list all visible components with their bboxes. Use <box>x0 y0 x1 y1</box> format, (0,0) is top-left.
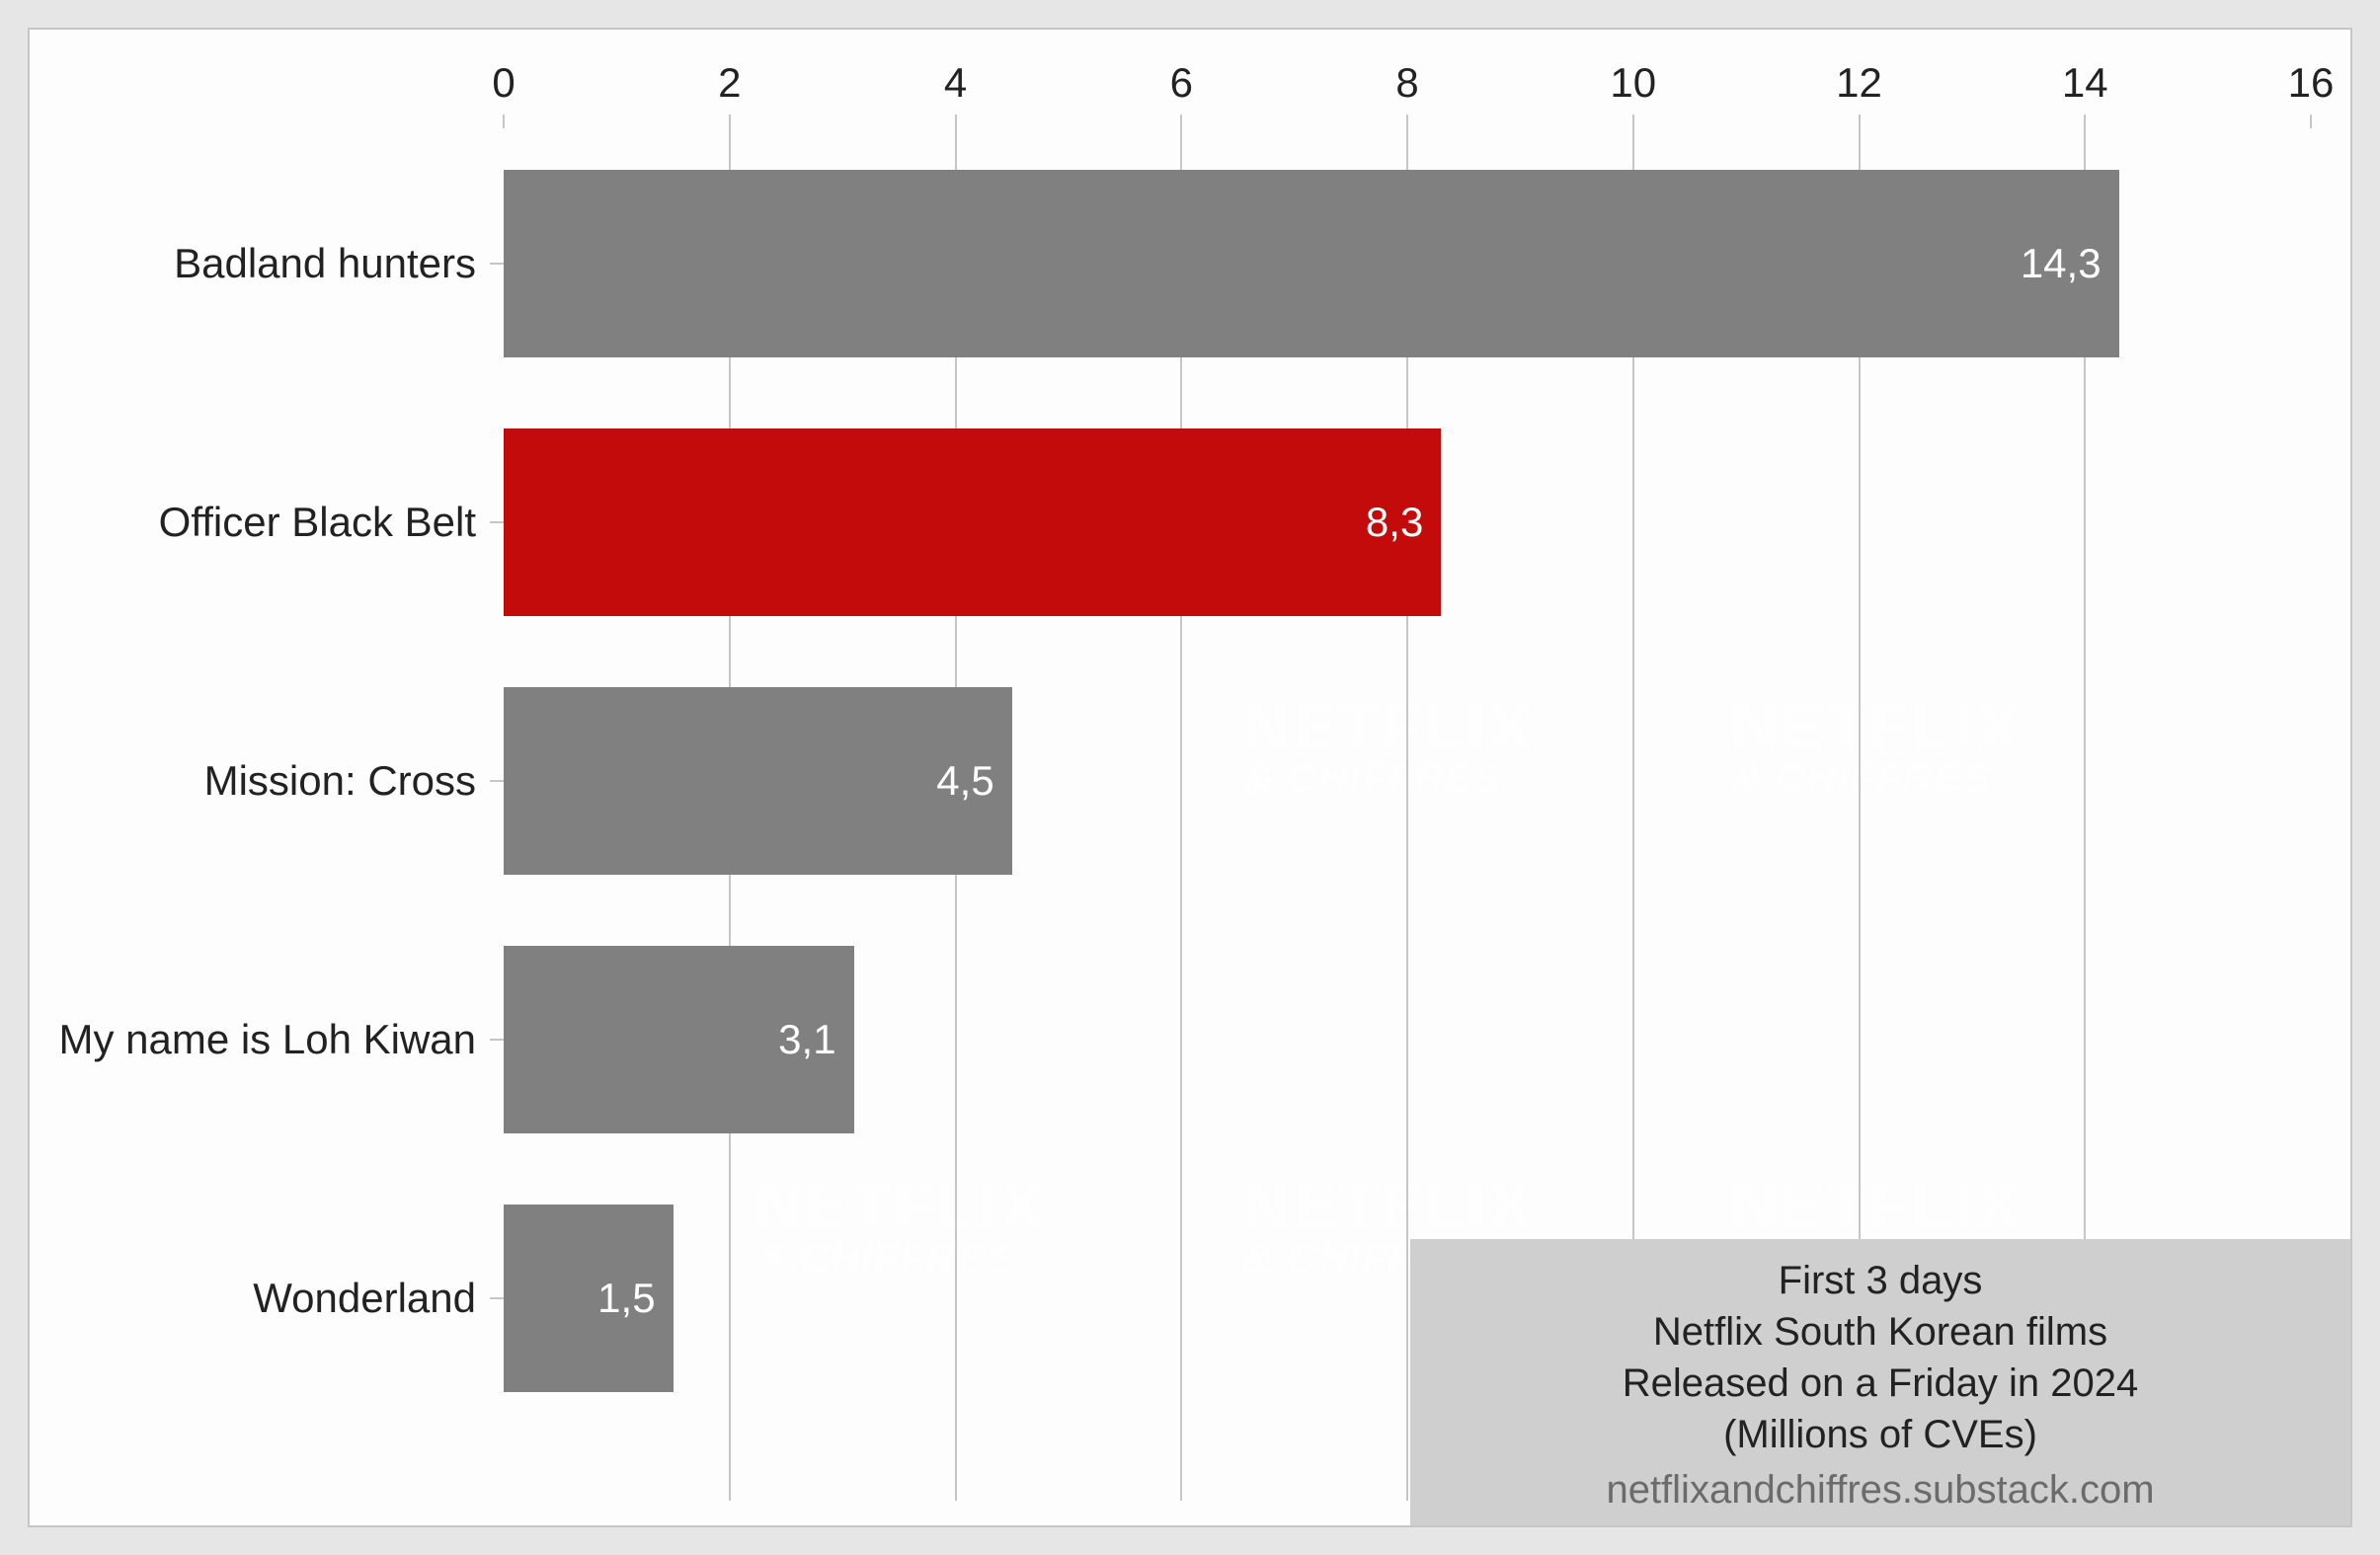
x-tick <box>1632 115 1634 128</box>
watermark: NETFLIX& CHIFFRES <box>1731 694 2023 799</box>
x-tick-label: 6 <box>1170 59 1193 107</box>
category-label: Badland hunters <box>174 240 476 287</box>
chart-outer: NETFLIX& CHIFFRES NETFLIX& CHIFFRES NETFLI… <box>0 0 2380 1555</box>
caption-line: First 3 days <box>1436 1255 2325 1306</box>
bar: 14,3 <box>504 170 2119 357</box>
x-tick-label: 12 <box>1836 59 1882 107</box>
x-tick-label: 14 <box>2062 59 2108 107</box>
x-tick <box>2084 115 2086 128</box>
y-tick <box>490 263 504 265</box>
category-label: Mission: Cross <box>204 757 476 805</box>
bar-value-label: 14,3 <box>2021 240 2102 287</box>
bar: 1,5 <box>504 1205 674 1392</box>
category-label: My name is Loh Kiwan <box>58 1016 476 1063</box>
y-tick <box>490 1297 504 1299</box>
plot-frame: NETFLIX& CHIFFRES NETFLIX& CHIFFRES NETFLI… <box>28 28 2352 1527</box>
x-tick <box>1406 115 1408 128</box>
watermark: NETFLIX& CHIFFRES <box>1243 694 1535 799</box>
caption-box: First 3 daysNetflix South Korean filmsRe… <box>1410 1239 2350 1525</box>
caption-line: Netflix South Korean films <box>1436 1306 2325 1358</box>
x-tick <box>1180 115 1182 128</box>
category-label: Wonderland <box>253 1275 476 1322</box>
bar: 4,5 <box>504 687 1012 875</box>
y-tick <box>490 1039 504 1041</box>
category-label: Officer Black Belt <box>159 499 476 546</box>
x-tick <box>1859 115 1861 128</box>
x-tick-label: 2 <box>718 59 741 107</box>
bar-value-label: 8,3 <box>1366 499 1423 546</box>
x-tick <box>503 115 505 128</box>
bar-value-label: 4,5 <box>936 757 993 805</box>
x-tick <box>2310 115 2312 128</box>
x-tick-label: 0 <box>492 59 515 107</box>
bar-value-label: 3,1 <box>778 1016 835 1063</box>
caption-line: (Millions of CVEs) <box>1436 1409 2325 1460</box>
x-tick-label: 8 <box>1395 59 1418 107</box>
bar: 3,1 <box>504 946 854 1133</box>
caption-source: netflixandchiffres.substack.com <box>1436 1464 2325 1516</box>
x-tick <box>955 115 957 128</box>
bar: 8,3 <box>504 428 1441 616</box>
bar-value-label: 1,5 <box>597 1275 655 1322</box>
x-tick-label: 4 <box>944 59 967 107</box>
y-tick <box>490 780 504 782</box>
caption-line: Released on a Friday in 2024 <box>1436 1358 2325 1409</box>
x-tick-label: 10 <box>1610 59 1656 107</box>
y-tick <box>490 521 504 523</box>
x-tick-label: 16 <box>2288 59 2335 107</box>
x-tick <box>729 115 731 128</box>
watermark: NETFLIX& CHIFFRES <box>755 1174 1047 1279</box>
